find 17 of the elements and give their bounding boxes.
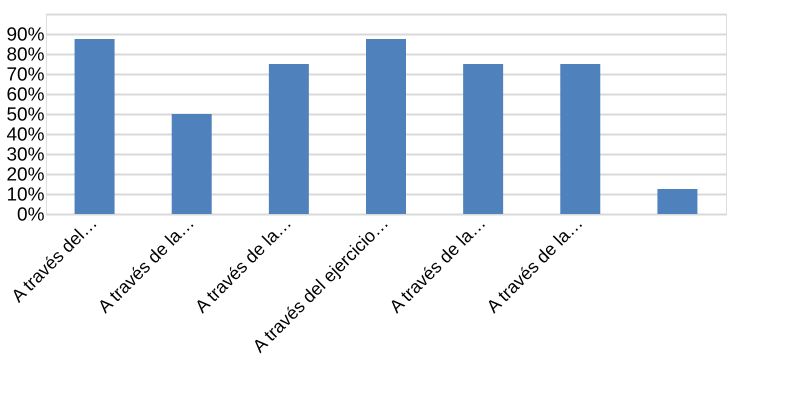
y-tick-label: 60% (6, 84, 45, 106)
bar (366, 39, 406, 214)
y-tick-label: 0% (17, 204, 45, 226)
bar (74, 39, 115, 214)
y-tick-label: 50% (6, 104, 45, 126)
bar (657, 189, 698, 214)
y-tick-label: 30% (6, 144, 45, 166)
bar (463, 64, 504, 214)
y-tick-label: 70% (6, 64, 45, 86)
y-tick-label: 20% (6, 164, 45, 186)
y-tick-label: 80% (6, 44, 45, 66)
bar (268, 64, 309, 214)
bar (172, 114, 212, 214)
y-tick-label: 90% (6, 24, 45, 46)
y-tick-label: 10% (6, 184, 45, 206)
bar (560, 64, 600, 214)
y-tick-label: 40% (6, 124, 45, 146)
